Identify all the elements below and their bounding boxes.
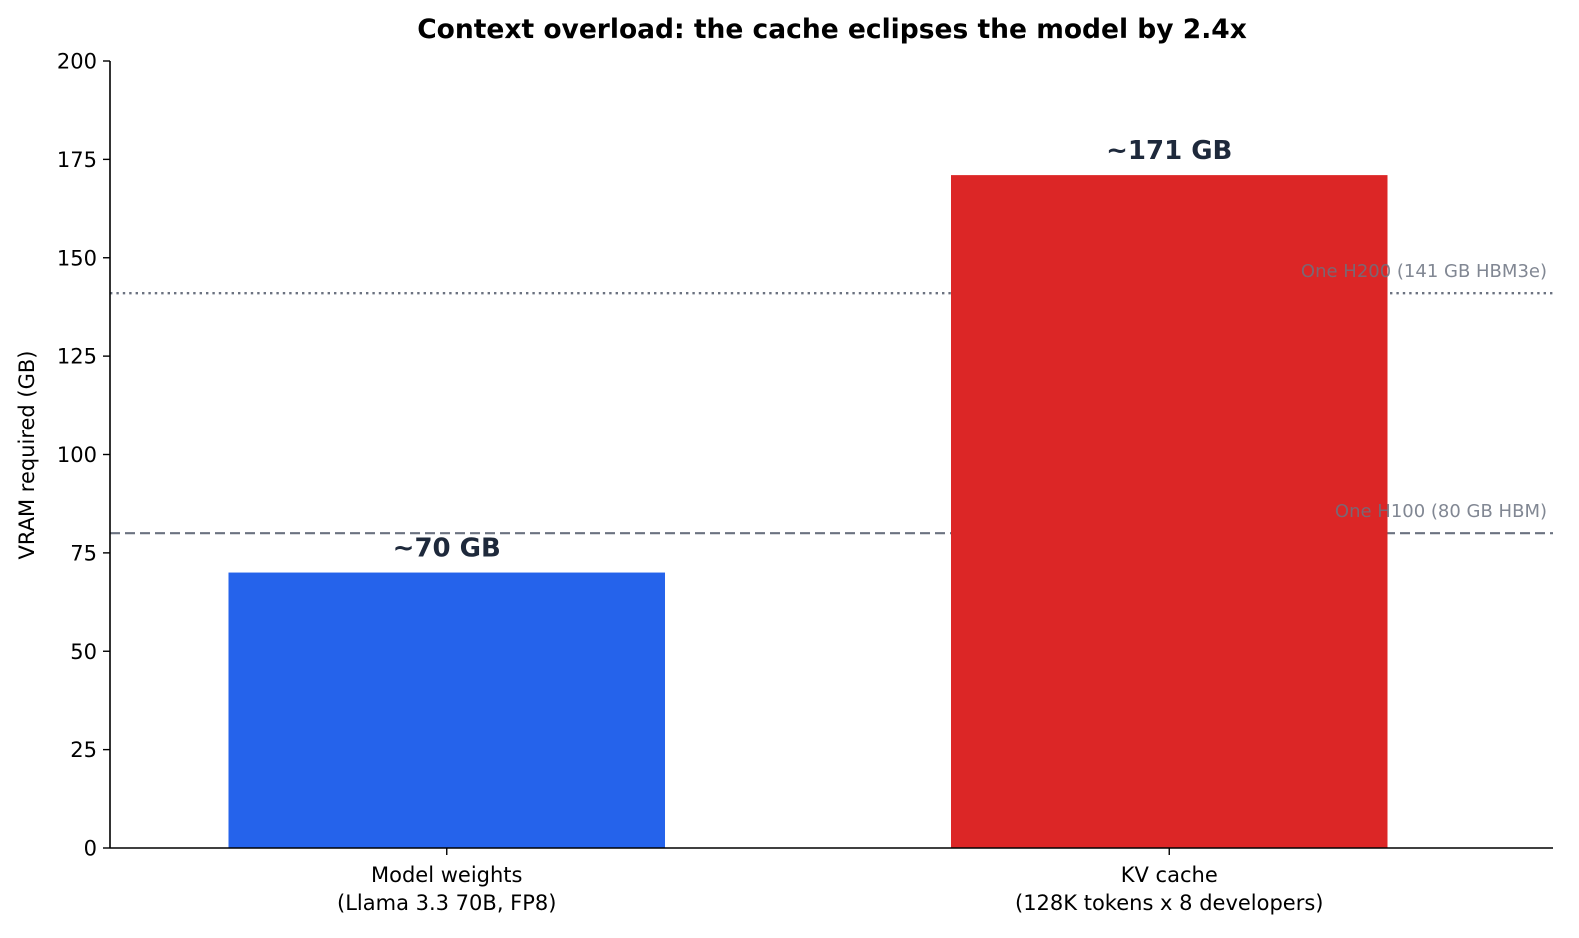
bars [228, 175, 1388, 849]
y-tick-label: 25 [70, 738, 97, 762]
x-ticks: Model weights (Llama 3.3 70B, FP8) KV cach… [337, 848, 1324, 915]
reference-line-label-1: One H100 (80 GB HBM) [1335, 501, 1547, 522]
chart-title: Context overload: the cache eclipses the… [417, 14, 1247, 45]
y-tick-label: 75 [70, 541, 97, 565]
x-tick-label-line: (Llama 3.3 70B, FP8) [337, 891, 556, 915]
x-tick-label: KV cache (128K tokens x 8 developers) [1015, 863, 1324, 915]
y-tick-label: 200 [57, 50, 97, 74]
x-tick-label-line: Model weights [371, 863, 522, 887]
x-tick-label-line: KV cache [1121, 863, 1218, 887]
y-tick-label: 100 [57, 443, 97, 467]
bar-0 [228, 572, 666, 848]
reference-line-label-0: One H200 (141 GB HBM3e) [1301, 261, 1547, 282]
bar-1 [950, 175, 1388, 849]
y-axis-label: VRAM required (GB) [15, 351, 39, 560]
y-ticks: 0 25 50 75 100 125 150 175 200 [57, 50, 110, 861]
y-tick-label: 175 [57, 148, 97, 172]
y-tick-label: 150 [57, 246, 97, 270]
value-labels: ~70 GB ~171 GB [393, 136, 1233, 563]
x-tick-label: Model weights (Llama 3.3 70B, FP8) [337, 863, 556, 915]
y-tick-label: 0 [84, 837, 97, 861]
value-label-0: ~70 GB [393, 534, 501, 564]
y-tick-label: 50 [70, 640, 97, 664]
y-tick-label: 125 [57, 345, 97, 369]
x-tick-label-line: (128K tokens x 8 developers) [1015, 891, 1324, 915]
value-label-1: ~171 GB [1106, 136, 1232, 166]
